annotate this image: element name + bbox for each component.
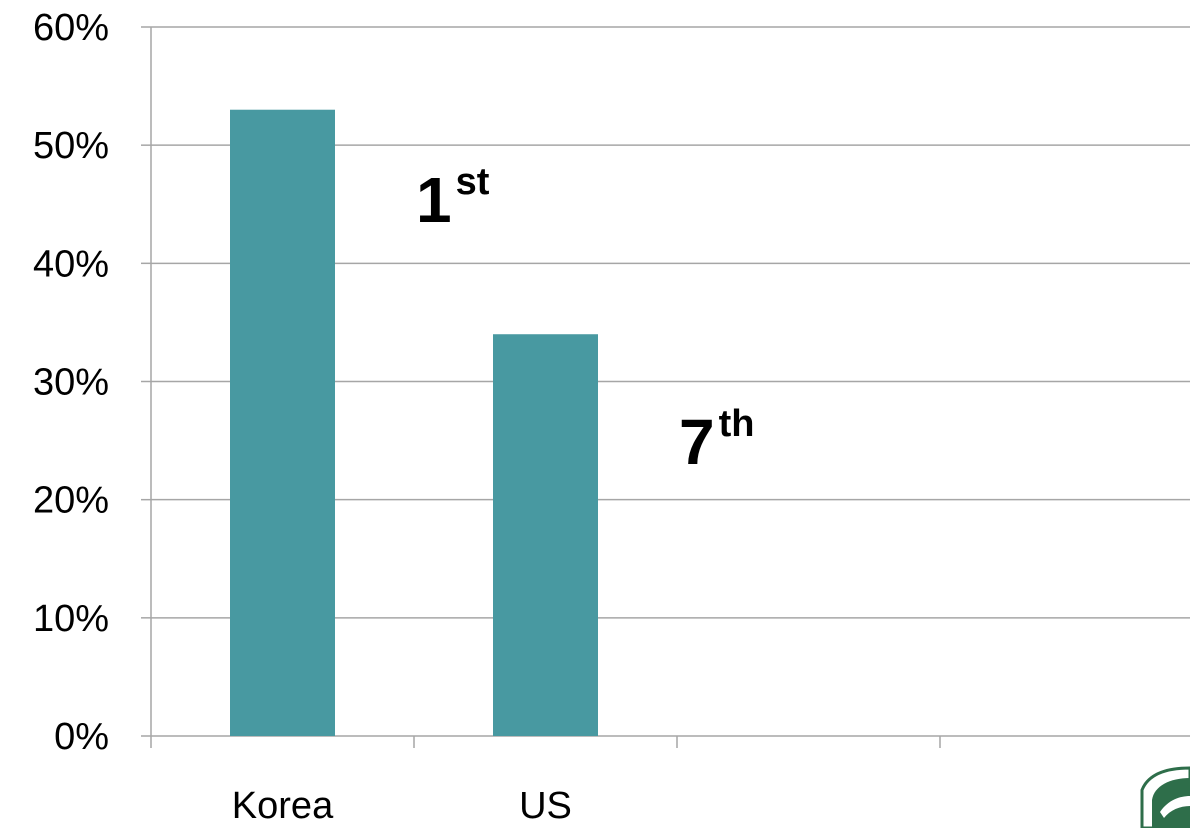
x-axis-labels: Korea US bbox=[232, 785, 572, 827]
y-tick-label: 20% bbox=[33, 480, 109, 522]
bar-korea bbox=[230, 109, 335, 736]
x-tick-label: US bbox=[519, 785, 572, 827]
bars bbox=[230, 109, 598, 736]
y-tick-label: 10% bbox=[33, 598, 109, 640]
annotations: 1 st 7 th bbox=[416, 161, 754, 478]
y-tick-label: 40% bbox=[33, 243, 109, 285]
bar-us bbox=[493, 334, 598, 736]
y-tick-label: 60% bbox=[33, 7, 109, 49]
x-tick-label: Korea bbox=[232, 785, 334, 827]
logo-icon bbox=[1140, 766, 1190, 828]
y-axis-ticks: 0% 10% 20% 30% 40% 50% 60% bbox=[33, 7, 151, 758]
y-tick-label: 50% bbox=[33, 125, 109, 167]
y-tick-label: 30% bbox=[33, 362, 109, 404]
y-tick-label: 0% bbox=[54, 716, 109, 758]
